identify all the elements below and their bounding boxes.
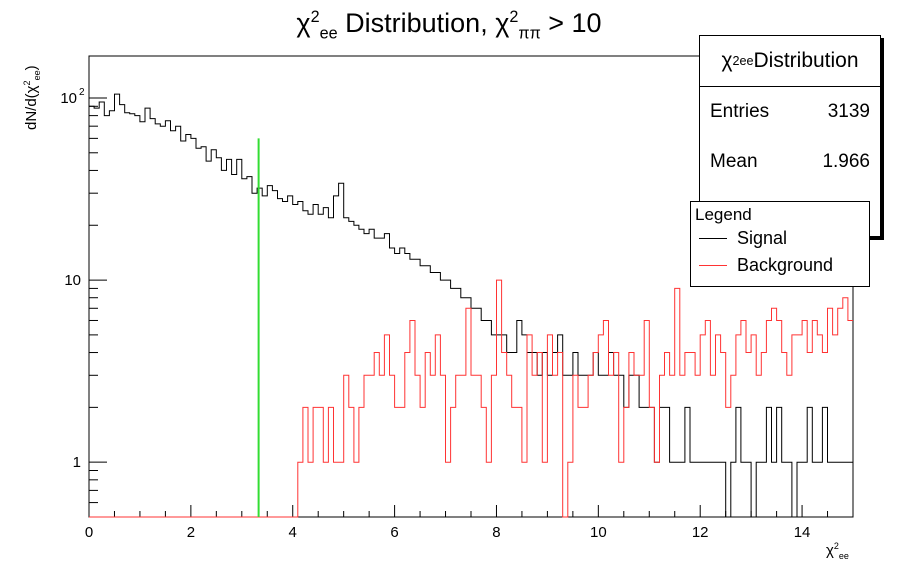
y-tick-label-exponent: 2 — [79, 87, 85, 98]
series-background-histogram — [89, 279, 853, 518]
stats-entries-row: Entries 3139 — [700, 87, 880, 137]
x-tick-label: 10 — [590, 524, 607, 541]
y-axis-label: dN/d(χ2ee) — [22, 65, 42, 130]
y-tick-label: 10 — [64, 272, 81, 289]
x-tick-label: 4 — [289, 524, 297, 541]
legend-swatch-signal — [699, 238, 727, 239]
y-tick-label: 1 — [73, 454, 81, 471]
x-tick-label: 8 — [492, 524, 500, 541]
x-tick-label: 6 — [390, 524, 398, 541]
legend-box: Legend Signal Background — [690, 201, 870, 287]
y-tick-label: 10 — [60, 90, 77, 107]
legend-item-signal: Signal — [691, 225, 869, 252]
mean-value: 1.966 — [822, 151, 870, 172]
legend-swatch-background — [699, 265, 727, 266]
entries-label: Entries — [710, 101, 770, 122]
legend-item-background: Background — [691, 252, 869, 279]
x-tick-label: 2 — [187, 524, 195, 541]
stats-title: χ 2 ee Distribution — [700, 36, 880, 87]
mean-label: Mean — [710, 151, 758, 172]
x-tick-label: 12 — [692, 524, 709, 541]
chart-title: χ2ee Distribution, χ2ππ > 10 — [296, 8, 602, 43]
entries-value: 3139 — [827, 101, 870, 122]
x-tick-label: 14 — [794, 524, 811, 541]
legend-title: Legend — [695, 205, 752, 224]
x-axis-label: χ2ee — [826, 541, 849, 561]
x-tick-label: 0 — [85, 524, 93, 541]
stats-mean-row: Mean 1.966 — [700, 137, 880, 187]
series-signal-histogram — [89, 93, 853, 518]
